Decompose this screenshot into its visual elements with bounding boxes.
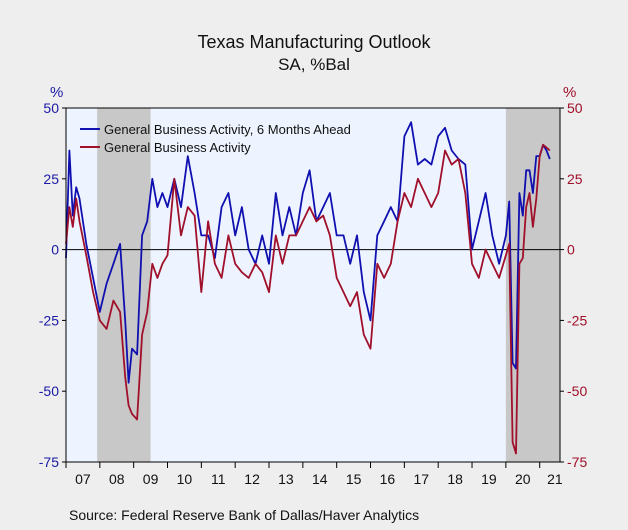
left-tick-label: 0 bbox=[51, 242, 59, 258]
x-tick-label: 15 bbox=[346, 471, 362, 487]
chart-title: Texas Manufacturing Outlook bbox=[197, 32, 431, 52]
legend-label-1: General Business Activity bbox=[104, 140, 251, 155]
x-tick-label: 16 bbox=[380, 471, 396, 487]
plot-frame bbox=[65, 107, 561, 463]
x-tick-label: 11 bbox=[211, 471, 226, 487]
x-tick-label: 18 bbox=[447, 471, 463, 487]
left-tick-label: -25 bbox=[39, 312, 59, 328]
x-tick-label: 21 bbox=[547, 471, 563, 487]
x-tick-label: 09 bbox=[143, 471, 159, 487]
source-note: Source: Federal Reserve Bank of Dallas/H… bbox=[69, 507, 420, 523]
right-tick-label: 0 bbox=[567, 242, 575, 258]
right-tick-label: 50 bbox=[567, 100, 583, 116]
x-tick-label: 07 bbox=[75, 471, 91, 487]
left-tick-label: -50 bbox=[39, 383, 59, 399]
left-tick-label: 50 bbox=[43, 100, 59, 116]
x-tick-label: 08 bbox=[109, 471, 125, 487]
left-y-axis: 50 25 0 -25 -50 -75 bbox=[39, 100, 66, 470]
x-tick-label: 20 bbox=[515, 471, 531, 487]
series-lines bbox=[65, 121, 551, 455]
x-tick-label: 10 bbox=[177, 471, 193, 487]
x-tick-label: 14 bbox=[312, 471, 328, 487]
recession-band-1 bbox=[505, 108, 560, 462]
x-tick-label: 17 bbox=[413, 471, 429, 487]
right-tick-label: 25 bbox=[567, 171, 583, 187]
right-tick-label: -25 bbox=[567, 312, 587, 328]
series-line-1 bbox=[65, 143, 551, 455]
series-line-0 bbox=[65, 121, 551, 384]
recession-band-0 bbox=[97, 108, 151, 462]
x-axis: 07 08 09 10 11 12 13 14 15 16 17 18 19 20 21 bbox=[65, 462, 563, 487]
left-axis-unit: % bbox=[50, 84, 64, 101]
x-tick-label: 12 bbox=[244, 471, 260, 487]
right-tick-label: -50 bbox=[567, 383, 587, 399]
plot-border bbox=[65, 107, 561, 463]
left-tick-label: 25 bbox=[43, 171, 59, 187]
right-tick-label: -75 bbox=[567, 454, 587, 470]
legend-label-0: General Business Activity, 6 Months Ahea… bbox=[104, 122, 351, 137]
right-axis-unit: % bbox=[563, 84, 577, 101]
x-tick-label: 19 bbox=[481, 471, 497, 487]
legend: General Business Activity, 6 Months Ahea… bbox=[80, 122, 351, 155]
x-tick-label: 13 bbox=[278, 471, 294, 487]
chart-subtitle: SA, %Bal bbox=[278, 55, 350, 74]
left-tick-label: -75 bbox=[39, 454, 59, 470]
right-y-axis: 50 25 0 -25 -50 -75 bbox=[560, 100, 587, 470]
